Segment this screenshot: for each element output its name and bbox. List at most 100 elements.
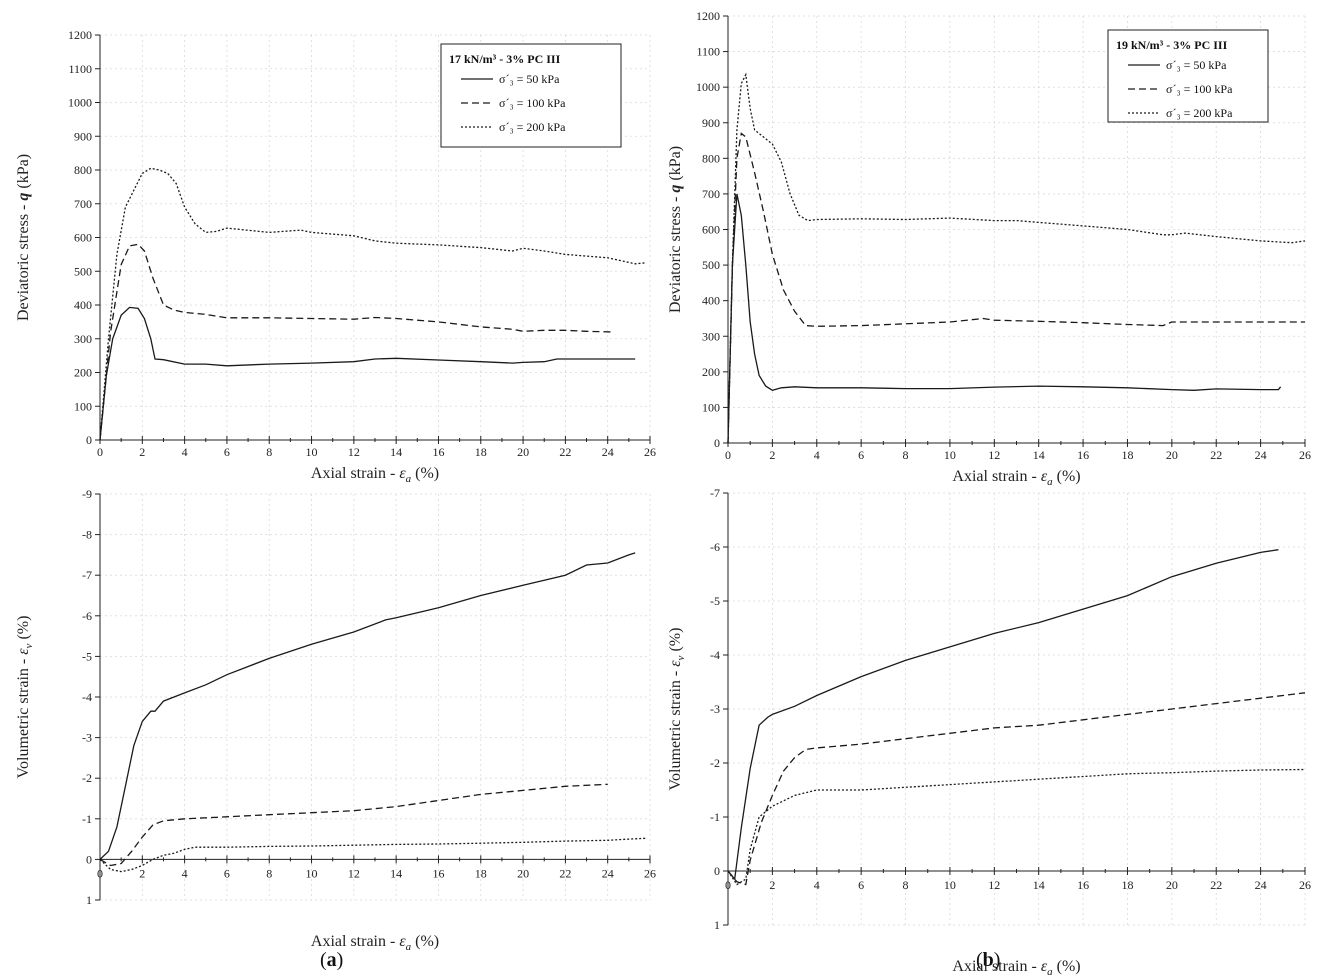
x-axis-title: Axial strain - εa (%) (311, 465, 439, 485)
x-tick-label: 26 (1299, 448, 1311, 462)
x-tick-label: 8 (266, 866, 272, 880)
x-tick-label: 14 (390, 445, 402, 459)
chart-a-bottom: 0 2 4 6 8 10 12 14 16 18 20 22 24 2610-1-2-3-4-5-6-7-… (15, 487, 656, 953)
y-tick-label: 200 (702, 365, 720, 379)
x-tick-label: 16 (1077, 878, 1089, 892)
x-axis-symbol: ε (399, 465, 406, 482)
y-tick-label: -6 (82, 609, 92, 623)
legend: 19 kN/m³ - 3% PC III σ´₃ = 50 kPa σ´₃ = 10… (1107, 29, 1269, 123)
x-tick-label: 10 (306, 866, 318, 880)
y-tick-label: 600 (702, 223, 720, 237)
x-tick-label: 16 (432, 445, 444, 459)
series-line-dotted (727, 72, 1306, 444)
y-tick-label: 500 (702, 258, 720, 272)
y-tick-label: 900 (74, 129, 92, 143)
y-tick-label: 0 (86, 852, 92, 866)
y-tick-label: 900 (702, 116, 720, 130)
y-tick-label: 500 (74, 264, 92, 278)
x-axis-subscript: a (406, 941, 412, 953)
y-tick-label: 100 (74, 399, 92, 413)
y-tick-label: 600 (74, 231, 92, 245)
x-tick-label: 2 (139, 445, 145, 459)
y-tick-label: 1 (714, 918, 720, 932)
y-tick-label: 800 (74, 163, 92, 177)
y-tick-label: 1000 (68, 96, 92, 110)
y-axis-symbol: ε (667, 660, 684, 667)
caption-a-letter: a (327, 949, 337, 971)
x-tick-label: 26 (1299, 878, 1311, 892)
legend-box (1107, 29, 1269, 123)
series-line-dotted (99, 167, 646, 441)
x-tick-label: 6 (858, 878, 864, 892)
x-tick-label: 2 (139, 866, 145, 880)
series-line-dashed (727, 132, 1305, 444)
legend-entry: σ´₃ = 50 kPa (499, 72, 560, 86)
y-tick-label: 1200 (68, 28, 92, 42)
x-axis-unit: (%) (1053, 468, 1081, 485)
y-tick-label: -5 (710, 594, 720, 608)
x-tick-label: 20 (1166, 448, 1178, 462)
x-tick-label: 22 (559, 445, 571, 459)
x-tick-label: 18 (1121, 448, 1133, 462)
y-tick-label: -9 (82, 487, 92, 501)
x-axis-subscript: a (1047, 966, 1053, 978)
y-tick-label: 100 (702, 400, 720, 414)
x-tick-label: 0 (725, 878, 731, 892)
x-tick-label: 24 (602, 866, 614, 880)
y-tick-label: 300 (702, 329, 720, 343)
caption-b: (b) (976, 949, 1000, 971)
y-tick-label: -8 (82, 528, 92, 542)
y-tick-label: -1 (710, 810, 720, 824)
x-tick-label: 6 (858, 448, 864, 462)
x-tick-label: 12 (988, 878, 1000, 892)
legend-entry: σ´₃ = 200 kPa (1166, 106, 1233, 120)
y-tick-label: 200 (74, 366, 92, 380)
x-tick-label: 12 (988, 448, 1000, 462)
x-tick-label: 18 (475, 445, 487, 459)
x-tick-label: 8 (903, 448, 909, 462)
x-tick-label: 22 (559, 866, 571, 880)
legend-title: 17 kN/m³ - 3% PC III (449, 52, 561, 66)
x-tick-label: 18 (475, 866, 487, 880)
series-line-dotted (99, 837, 646, 873)
x-tick-label: 10 (306, 445, 318, 459)
x-axis-subscript: a (406, 473, 412, 485)
y-tick-label: 1 (86, 893, 92, 907)
y-tick-label: 700 (74, 197, 92, 211)
y-tick-label: -2 (82, 771, 92, 785)
series-line-solid (99, 552, 636, 860)
x-tick-label: 12 (348, 866, 360, 880)
y-axis-title: Deviatoric stress - q (kPa) (667, 146, 684, 313)
x-tick-label: 16 (1077, 448, 1089, 462)
y-tick-label: 0 (714, 864, 720, 878)
legend-entry: σ´₃ = 100 kPa (1166, 82, 1233, 96)
y-tick-label: -5 (82, 649, 92, 663)
chart-a-top: 0 2 4 6 8 10 12 14 16 18 20 22 24 2601002003004005006… (15, 28, 656, 485)
x-tick-label: 14 (1033, 448, 1045, 462)
x-tick-label: 4 (814, 878, 820, 892)
x-axis-title: Axial strain - εa (%) (952, 468, 1080, 488)
y-tick-label: 1000 (696, 80, 720, 94)
x-axis-unit: (%) (411, 933, 439, 950)
x-axis-unit: (%) (411, 465, 439, 482)
x-tick-label: 22 (1210, 878, 1222, 892)
y-tick-label: 400 (702, 294, 720, 308)
x-tick-label: 4 (182, 866, 188, 880)
y-tick-label: 800 (702, 151, 720, 165)
legend-box (440, 43, 622, 148)
y-tick-label: -7 (82, 568, 92, 582)
y-axis-subscript: v (23, 643, 35, 648)
x-tick-label: 26 (644, 445, 656, 459)
series-line-dashed (727, 692, 1306, 886)
x-tick-label: 6 (224, 866, 230, 880)
y-axis-unit: (%) (667, 628, 684, 656)
x-tick-label: 24 (1255, 878, 1267, 892)
chart-b-top: 0 2 4 6 8 10 12 14 16 18 20 22 24 2601002003004005006… (667, 9, 1311, 488)
y-axis-unit: (%) (15, 616, 32, 644)
y-tick-label: -6 (710, 540, 720, 554)
x-tick-label: 20 (517, 445, 529, 459)
x-tick-label: 14 (390, 866, 402, 880)
legend-title: 19 kN/m³ - 3% PC III (1116, 38, 1228, 52)
y-tick-label: 700 (702, 187, 720, 201)
x-tick-label: 18 (1121, 878, 1133, 892)
